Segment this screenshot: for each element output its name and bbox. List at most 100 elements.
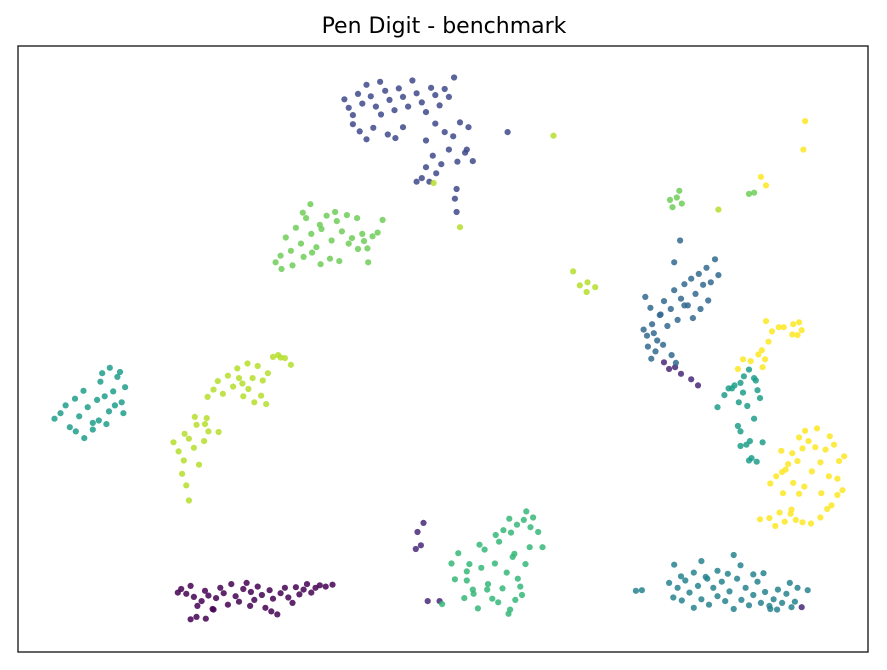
- data-point: [289, 262, 296, 269]
- data-point: [359, 100, 366, 107]
- data-point: [654, 337, 661, 344]
- data-point: [183, 482, 190, 489]
- data-point: [409, 77, 416, 84]
- data-point: [737, 428, 744, 435]
- data-point: [751, 189, 758, 196]
- data-point: [753, 458, 760, 465]
- data-point: [451, 576, 458, 583]
- data-point: [232, 593, 239, 600]
- data-point: [724, 570, 731, 577]
- data-point: [754, 578, 761, 585]
- series-6: [439, 508, 546, 617]
- data-point: [478, 564, 485, 571]
- data-point: [794, 332, 801, 339]
- data-point: [754, 387, 761, 394]
- data-point: [689, 315, 697, 322]
- data-point: [417, 542, 424, 549]
- data-point: [277, 252, 284, 259]
- data-point: [745, 457, 753, 464]
- data-point: [392, 135, 399, 142]
- data-point: [445, 93, 452, 100]
- data-point: [204, 393, 211, 400]
- data-point: [755, 351, 762, 358]
- data-point: [243, 579, 250, 587]
- data-point: [714, 567, 721, 574]
- data-point: [652, 348, 659, 355]
- data-point: [798, 604, 805, 611]
- data-point: [745, 190, 753, 197]
- data-point: [97, 378, 104, 385]
- data-point: [715, 272, 722, 279]
- data-point: [785, 461, 792, 468]
- data-point: [766, 515, 773, 522]
- data-point: [774, 586, 782, 593]
- data-point: [826, 433, 833, 440]
- data-point: [277, 590, 284, 597]
- data-point: [681, 281, 688, 288]
- data-point: [343, 212, 350, 219]
- data-point: [484, 581, 492, 588]
- data-point: [451, 74, 458, 81]
- data-point: [180, 457, 187, 464]
- data-point: [450, 133, 457, 140]
- data-point: [309, 249, 316, 256]
- data-point: [650, 330, 657, 337]
- data-point: [758, 347, 765, 354]
- data-point: [667, 305, 674, 313]
- data-point: [436, 102, 443, 109]
- data-point: [185, 435, 192, 442]
- data-point: [539, 544, 546, 551]
- data-point: [728, 385, 736, 392]
- data-point: [792, 516, 799, 524]
- data-point: [677, 237, 684, 244]
- data-point: [570, 268, 577, 275]
- data-point: [441, 129, 448, 136]
- data-point: [278, 265, 285, 273]
- data-point: [230, 383, 237, 390]
- data-point: [783, 590, 790, 597]
- data-point: [505, 610, 512, 617]
- data-point: [775, 324, 782, 331]
- data-point: [790, 321, 797, 328]
- data-point: [285, 594, 292, 601]
- data-point: [377, 111, 385, 118]
- data-point: [509, 553, 516, 561]
- data-point: [799, 445, 806, 452]
- data-point: [105, 408, 113, 415]
- data-point: [669, 204, 676, 211]
- data-point: [738, 596, 745, 604]
- data-point: [694, 582, 702, 590]
- data-point: [240, 393, 247, 400]
- data-point: [469, 158, 476, 165]
- data-point: [258, 591, 265, 599]
- data-point: [463, 568, 470, 575]
- data-point: [800, 146, 807, 153]
- data-point: [289, 599, 296, 607]
- data-point: [205, 428, 212, 435]
- data-point: [300, 253, 307, 260]
- data-point: [688, 275, 695, 282]
- data-point: [745, 366, 753, 373]
- data-point: [170, 439, 177, 446]
- data-point: [193, 421, 200, 428]
- data-point: [660, 359, 668, 366]
- data-point: [822, 446, 829, 453]
- data-point: [520, 516, 527, 524]
- data-point: [422, 137, 430, 144]
- data-point: [773, 473, 780, 480]
- data-point: [730, 551, 737, 559]
- data-point: [89, 426, 96, 433]
- data-point: [492, 531, 499, 539]
- data-point: [762, 182, 770, 189]
- data-point: [672, 359, 680, 366]
- data-point: [428, 84, 435, 91]
- data-point: [817, 459, 824, 466]
- data-point: [817, 514, 824, 521]
- data-point: [807, 520, 815, 527]
- data-point: [195, 461, 203, 468]
- data-point: [711, 256, 719, 263]
- data-point: [72, 428, 79, 435]
- data-point: [671, 259, 678, 266]
- data-point: [830, 441, 838, 448]
- data-point: [500, 527, 507, 534]
